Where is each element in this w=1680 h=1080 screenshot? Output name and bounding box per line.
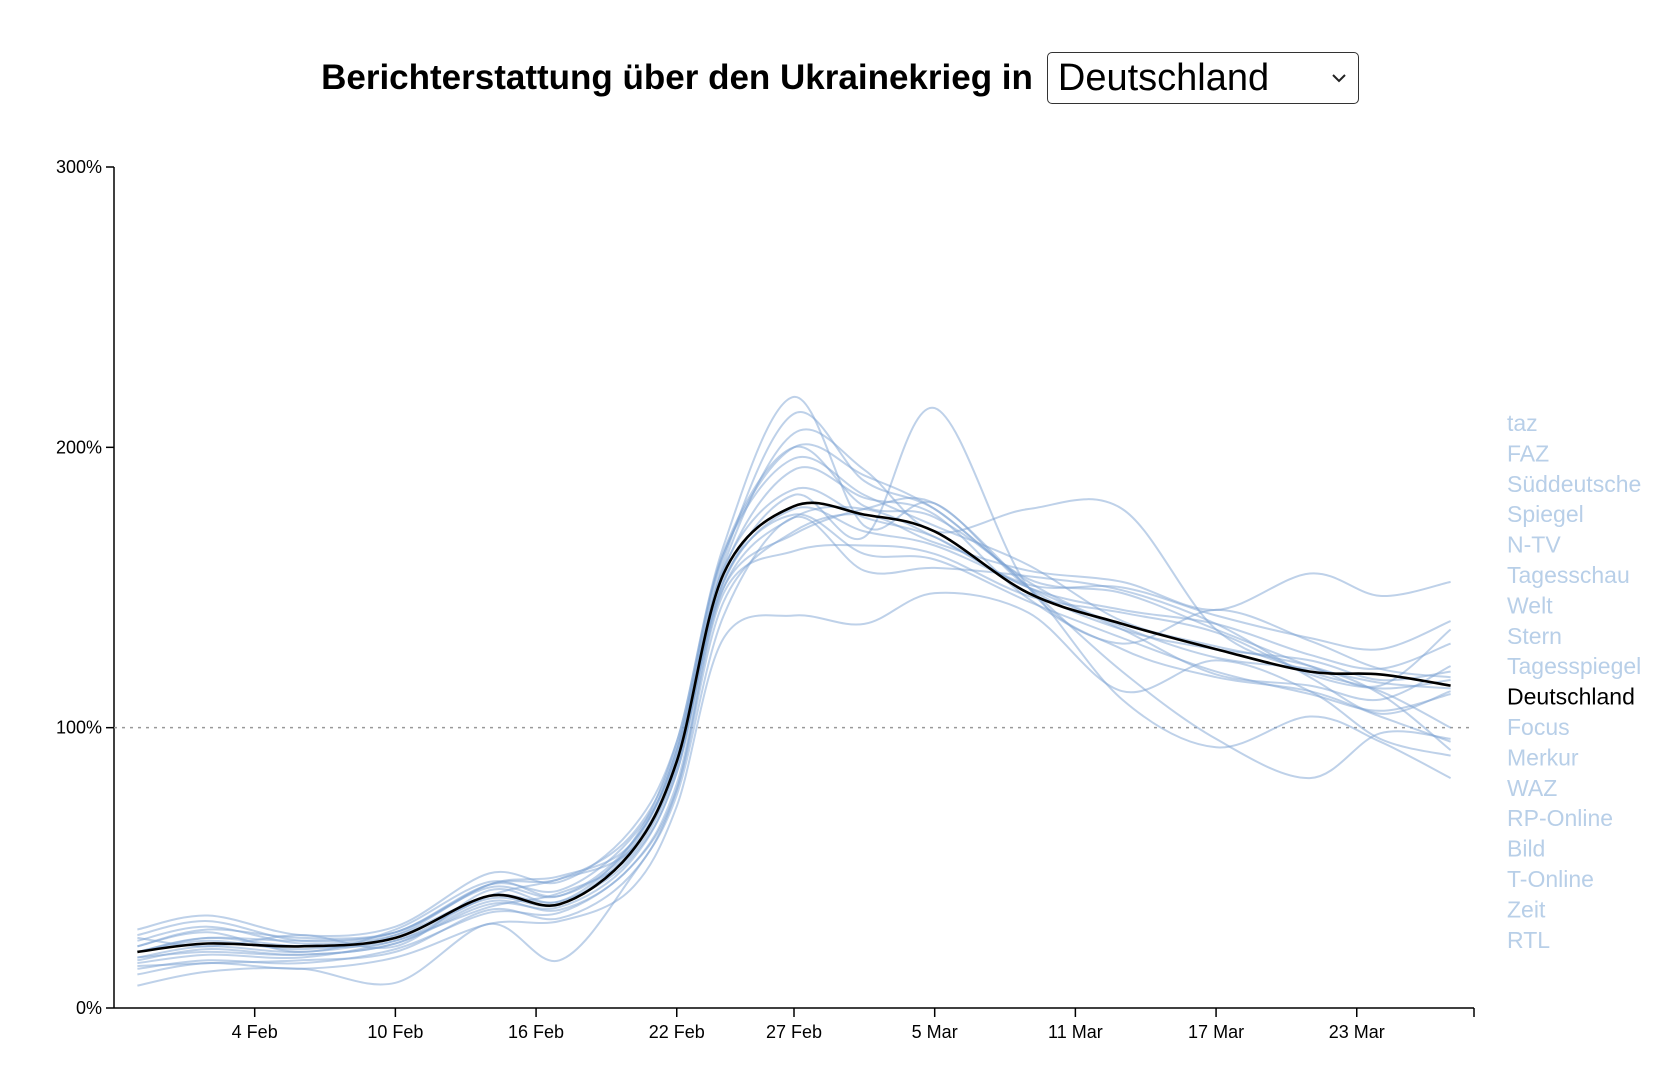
legend-item-welt[interactable]: Welt (1507, 592, 1553, 618)
legend-item-sueddeutsche[interactable]: Süddeutsche (1507, 471, 1641, 497)
legend-item-rp-online[interactable]: RP-Online (1507, 805, 1613, 831)
legend-item-t-online[interactable]: T-Online (1507, 866, 1594, 892)
chart-header: Berichterstattung über den Ukrainekrieg … (0, 52, 1680, 104)
x-tick-label: 22 Feb (649, 1022, 705, 1042)
series-line-deutschland[interactable] (137, 501, 1451, 954)
series-line-stern[interactable] (137, 513, 1451, 959)
series-line-waz[interactable] (137, 591, 1451, 976)
series-line-n-tv[interactable] (137, 428, 1452, 953)
x-tick-label: 4 Feb (232, 1022, 278, 1042)
legend-item-taz[interactable]: taz (1507, 410, 1538, 436)
series-line-rp-online[interactable] (137, 445, 1452, 938)
legend-item-zeit[interactable]: Zeit (1507, 896, 1546, 922)
y-tick-label: 100% (56, 718, 102, 738)
legend-item-faz[interactable]: FAZ (1507, 440, 1549, 466)
chevron-down-icon (1332, 74, 1346, 83)
chart-title: Berichterstattung über den Ukrainekrieg … (321, 58, 1033, 97)
x-tick-label: 23 Mar (1329, 1022, 1385, 1042)
region-select-value: Deutschland (1057, 56, 1270, 99)
chart-lines (137, 395, 1452, 987)
chart-axes: 0% 100% 200% 300% 4 Feb 10 Feb 16 Feb 22 Feb 27 … (56, 157, 1475, 1042)
series-line-rtl[interactable] (137, 515, 1451, 987)
series-line-t-online[interactable] (137, 496, 1451, 953)
legend-item-tagesschau[interactable]: Tagesschau (1507, 562, 1630, 588)
series-line-merkur[interactable] (137, 455, 1452, 953)
legend-item-waz[interactable]: WAZ (1507, 775, 1557, 801)
series-line-welt[interactable] (137, 466, 1451, 945)
x-tick-label: 5 Mar (912, 1022, 958, 1042)
legend-item-focus[interactable]: Focus (1507, 714, 1570, 740)
y-tick-label: 0% (76, 998, 102, 1018)
legend-item-merkur[interactable]: Merkur (1507, 744, 1579, 770)
legend-item-bild[interactable]: Bild (1507, 836, 1545, 862)
series-line-faz[interactable] (137, 505, 1451, 959)
series-line-focus[interactable] (137, 543, 1451, 967)
legend-item-stern[interactable]: Stern (1507, 623, 1562, 649)
series-line-tagesschau[interactable] (137, 513, 1451, 970)
region-select[interactable]: Deutschland (1046, 52, 1359, 104)
series-line-sueddeutsche[interactable] (137, 395, 1451, 950)
legend-item-deutschland[interactable]: Deutschland (1507, 684, 1635, 710)
series-line-zeit[interactable] (137, 443, 1451, 943)
x-tick-label: 16 Feb (508, 1022, 564, 1042)
legend-item-rtl[interactable]: RTL (1507, 927, 1550, 953)
x-tick-label: 10 Feb (367, 1022, 423, 1042)
y-tick-label: 300% (56, 157, 102, 177)
x-tick-label: 17 Mar (1188, 1022, 1244, 1042)
legend-item-spiegel[interactable]: Spiegel (1507, 501, 1584, 527)
series-line-spiegel[interactable] (137, 407, 1451, 965)
x-tick-label: 11 Mar (1048, 1022, 1103, 1042)
legend-item-tagesspiegel[interactable]: Tagesspiegel (1507, 653, 1641, 679)
y-tick-label: 200% (56, 437, 102, 457)
chart-legend: taz FAZ Süddeutsche Spiegel N-TV Tagesschau We… (1507, 410, 1641, 953)
series-line-bild[interactable] (137, 506, 1452, 962)
legend-item-n-tv[interactable]: N-TV (1507, 532, 1561, 558)
series-line-tagesspiegel[interactable] (137, 486, 1451, 948)
x-tick-label: 27 Feb (766, 1022, 822, 1042)
